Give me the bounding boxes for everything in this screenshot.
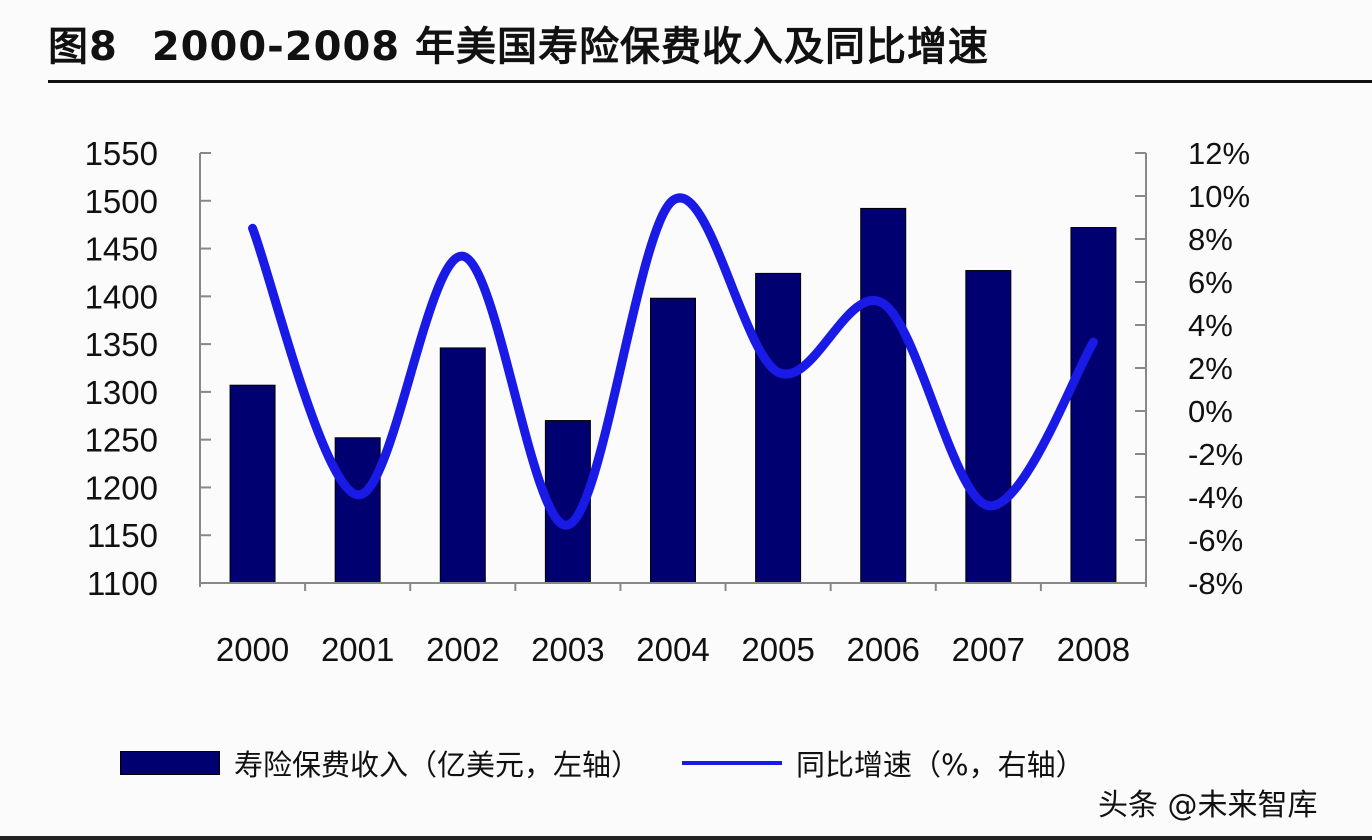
x-tick-label: 2000 bbox=[216, 631, 289, 668]
bar bbox=[755, 272, 802, 584]
x-axis: 2000 2001 2002 2003 2004 2005 2006 2007 2008 bbox=[200, 582, 1146, 668]
x-tick-label: 2003 bbox=[531, 631, 604, 668]
title-rule bbox=[48, 80, 1372, 83]
right-tick-label: 4% bbox=[1188, 308, 1233, 343]
right-tick-label: 8% bbox=[1188, 222, 1233, 257]
figure-label: 图8 bbox=[48, 24, 118, 70]
bar-series bbox=[229, 207, 1117, 584]
left-tick-label: 1150 bbox=[87, 517, 158, 554]
x-tick-label: 2008 bbox=[1057, 631, 1130, 668]
bar bbox=[1070, 227, 1117, 584]
title-text: 2000-2008 年美国寿险保费收入及同比增速 bbox=[151, 24, 990, 70]
right-tick-label: 0% bbox=[1188, 394, 1233, 429]
right-axis: 12% 10% 8% 6% 4% 2% 0% -2% -4% -6% -8% bbox=[1135, 136, 1250, 601]
growth-line bbox=[248, 193, 1098, 530]
left-tick-label: 1300 bbox=[85, 374, 158, 411]
bar bbox=[229, 384, 276, 584]
chart-title: 图8 2000-2008 年美国寿险保费收入及同比增速 bbox=[48, 14, 989, 72]
left-tick-label: 1550 bbox=[85, 135, 158, 172]
right-tick-label: -2% bbox=[1188, 437, 1243, 472]
x-tick-label: 2007 bbox=[952, 631, 1025, 668]
right-tick-label: 6% bbox=[1188, 265, 1233, 300]
x-tick-label: 2004 bbox=[636, 631, 709, 668]
x-tick-label: 2006 bbox=[847, 631, 920, 668]
legend-bar-label: 寿险保费收入（亿美元，左轴） bbox=[234, 748, 641, 782]
right-tick-label: -8% bbox=[1188, 566, 1243, 601]
bar bbox=[439, 347, 486, 584]
left-tick-label: 1200 bbox=[85, 469, 158, 506]
left-axis: 1550 1500 1450 1400 1350 1300 1250 1200 1150 1100 bbox=[85, 135, 211, 602]
right-tick-label: 10% bbox=[1188, 179, 1250, 214]
left-tick-label: 1500 bbox=[85, 183, 158, 220]
bar bbox=[860, 207, 907, 584]
x-tick-label: 2002 bbox=[426, 631, 499, 668]
right-tick-label: -6% bbox=[1188, 523, 1243, 558]
left-tick-label: 1350 bbox=[85, 326, 158, 363]
left-tick-label: 1400 bbox=[85, 278, 158, 315]
legend-line-label: 同比增速（%，右轴） bbox=[796, 748, 1085, 782]
legend-line-swatch bbox=[682, 761, 783, 765]
watermark: 头条 @未来智库 bbox=[1098, 788, 1318, 823]
right-tick-label: 12% bbox=[1188, 136, 1250, 171]
chart-canvas: 1550 1500 1450 1400 1350 1300 1250 1200 1150 1100… bbox=[85, 135, 1250, 668]
x-tick-label: 2005 bbox=[741, 631, 814, 668]
bar bbox=[965, 270, 1012, 584]
legend-bar-swatch bbox=[120, 751, 220, 775]
left-tick-label: 1250 bbox=[85, 422, 158, 459]
legend: 寿险保费收入（亿美元，左轴） 同比增速（%，右轴） bbox=[120, 742, 1085, 784]
bottom-border bbox=[0, 836, 1372, 840]
bar bbox=[334, 437, 381, 584]
x-tick-label: 2001 bbox=[321, 631, 394, 668]
right-tick-label: 2% bbox=[1188, 351, 1233, 386]
left-tick-label: 1450 bbox=[85, 231, 158, 268]
right-tick-label: -4% bbox=[1188, 480, 1243, 515]
bar bbox=[650, 297, 696, 584]
left-tick-label: 1100 bbox=[87, 565, 158, 602]
